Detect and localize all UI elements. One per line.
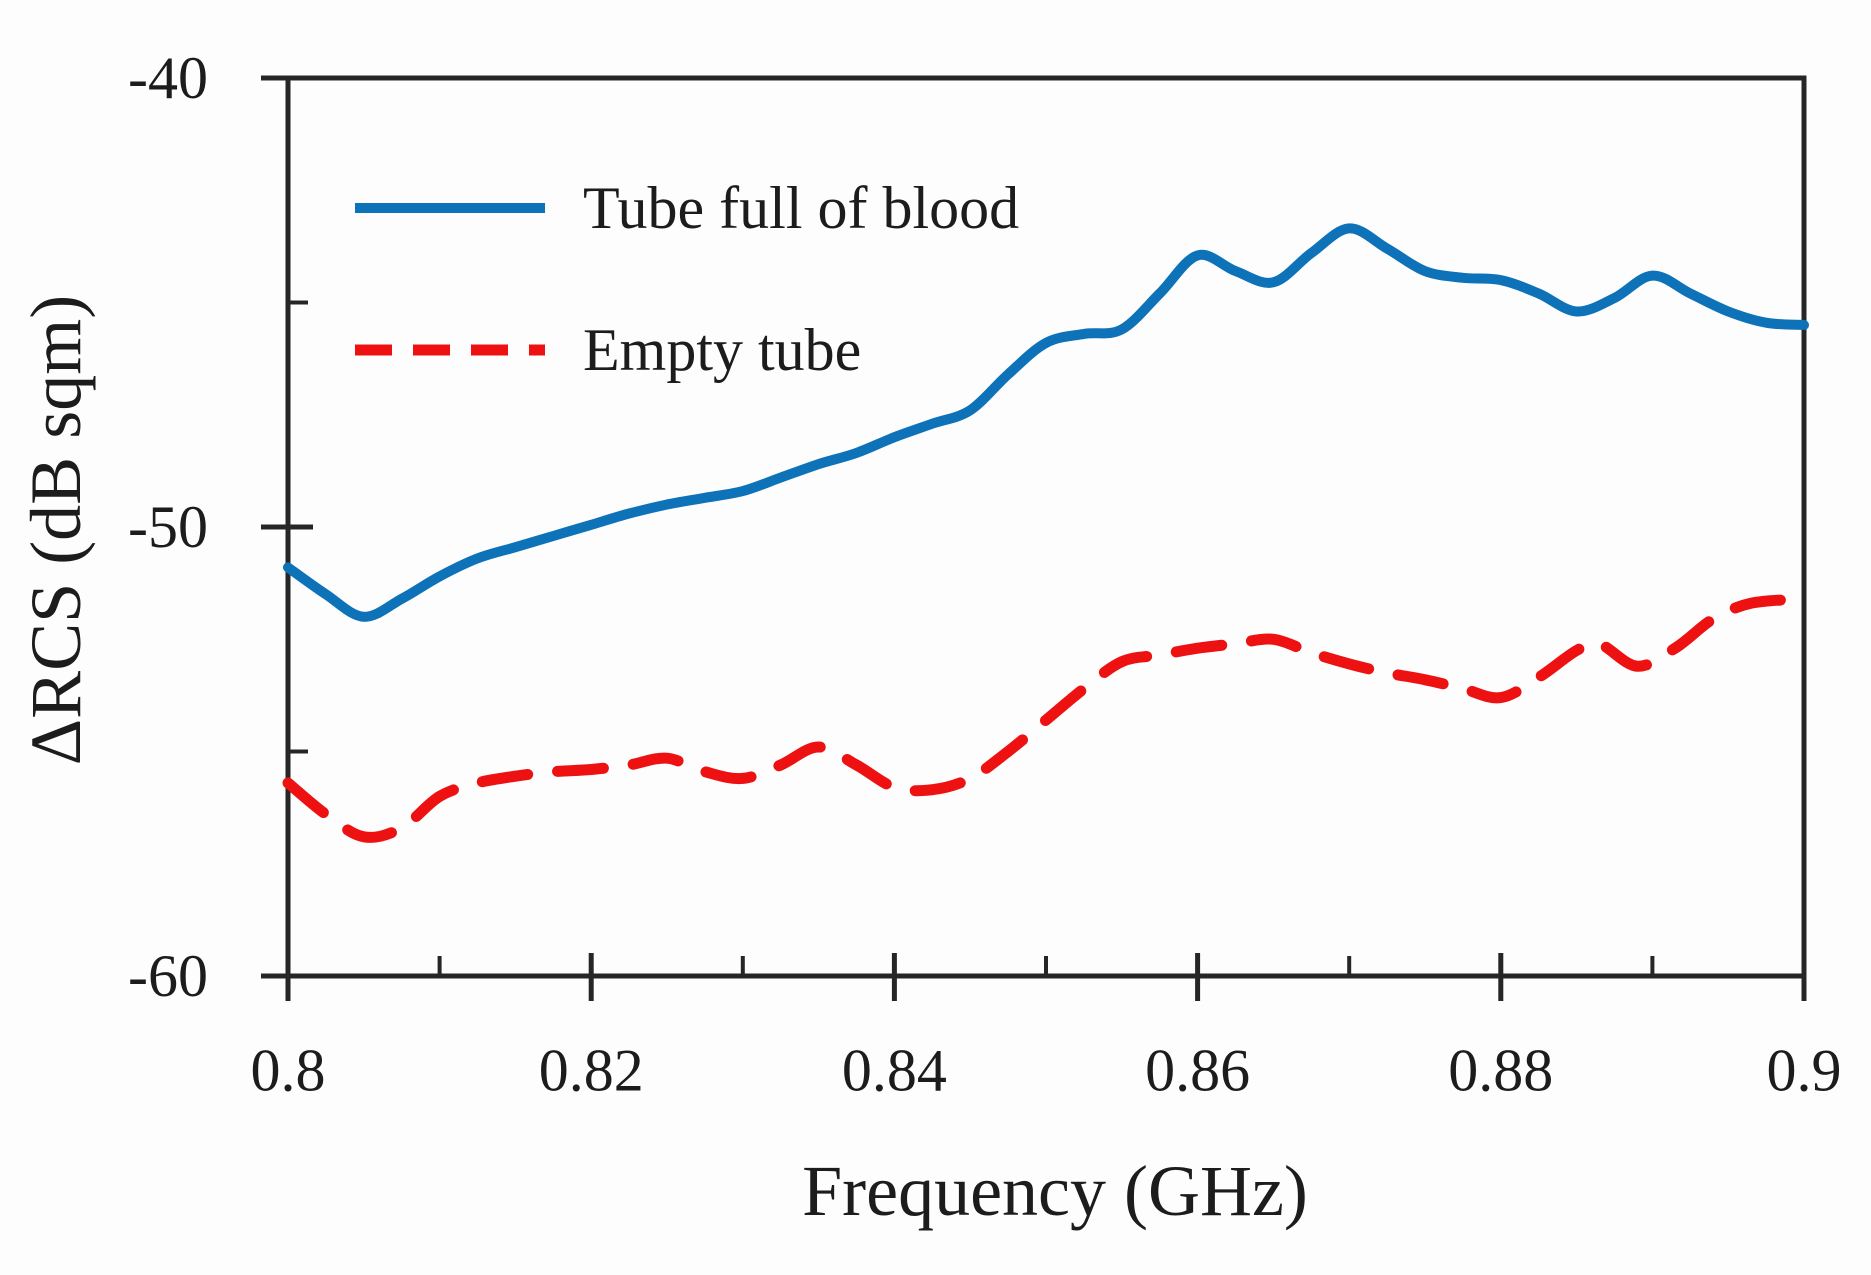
x-tick-label: 0.86: [1145, 1037, 1250, 1103]
x-tick-label: 0.8: [251, 1037, 326, 1103]
y-tick-label: -40: [128, 45, 208, 111]
x-axis-title: Frequency (GHz): [802, 1151, 1308, 1231]
y-axis-title: ΔRCS (dB sqm): [16, 295, 96, 765]
x-tick-label: 0.84: [842, 1037, 947, 1103]
legend-label-empty-tube: Empty tube: [583, 317, 861, 383]
y-tick-label: -50: [128, 494, 208, 560]
legend: Tube full of blood Empty tube: [355, 175, 1019, 383]
x-tick-label: 0.9: [1767, 1037, 1842, 1103]
y-tick-label: -60: [128, 943, 208, 1009]
axis-tick-labels: 0.8 0.82 0.84 0.86 0.88 0.9 -40 -50 -60: [128, 45, 1841, 1103]
series-line-empty-tube: [282, 593, 1810, 843]
axis-ticks: [261, 75, 1807, 1001]
legend-label-tube-full-of-blood: Tube full of blood: [583, 175, 1019, 241]
series-line-tube-full-of-blood: [283, 223, 1809, 622]
x-tick-label: 0.88: [1448, 1037, 1553, 1103]
x-tick-label: 0.82: [539, 1037, 644, 1103]
data-series: [282, 223, 1810, 843]
